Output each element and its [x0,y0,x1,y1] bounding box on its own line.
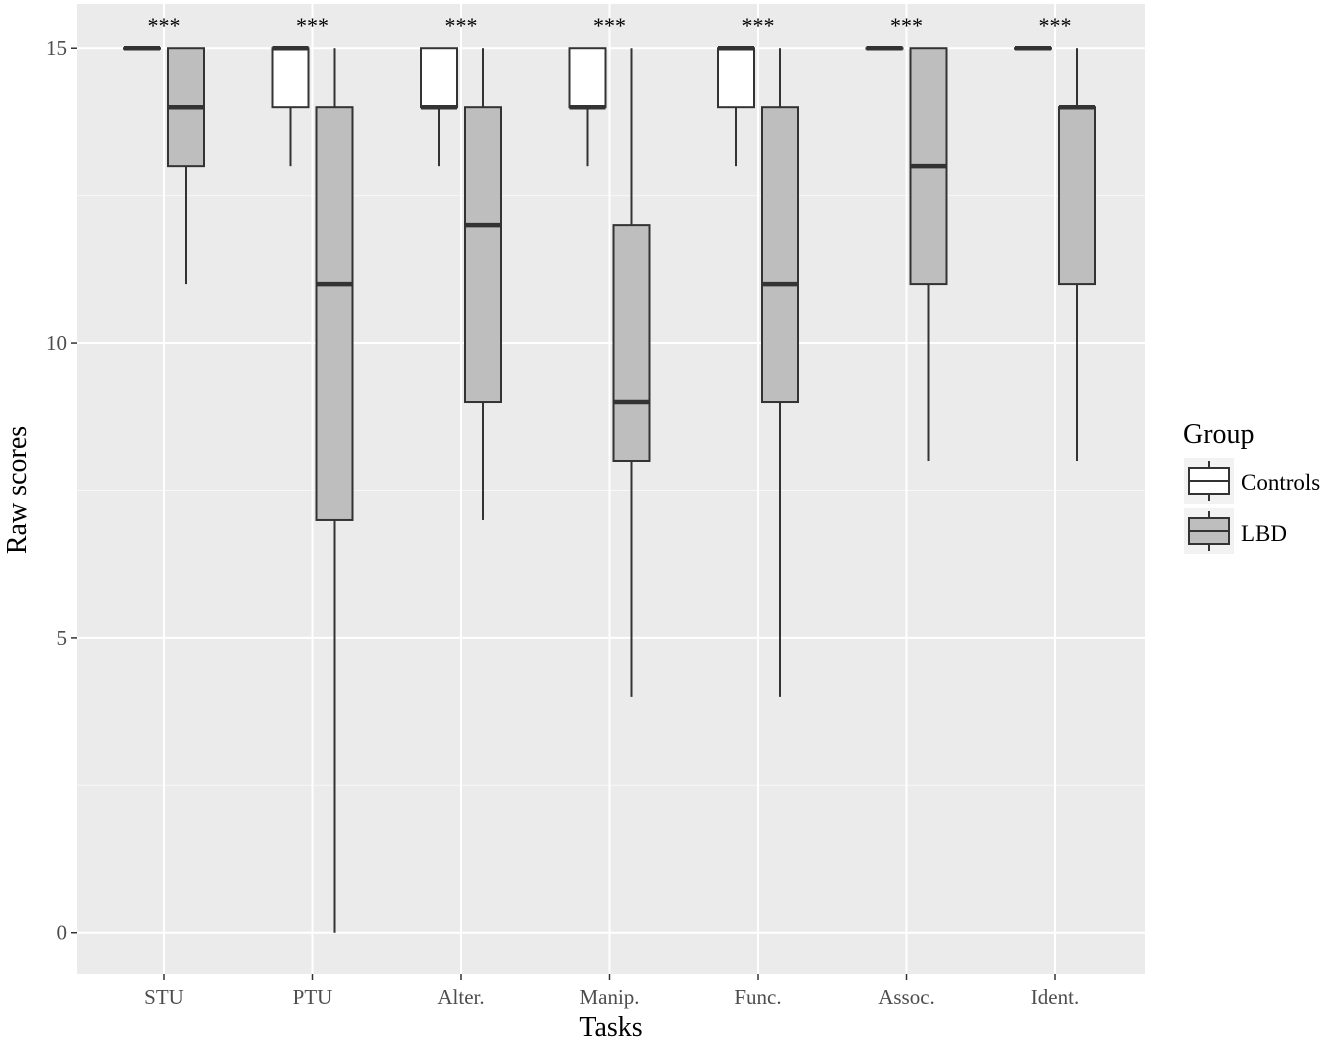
legend-title: Group [1183,419,1255,450]
box-controls-stu [123,45,161,51]
box-controls-assoc [865,45,904,51]
significance-marker: *** [742,13,775,38]
legend-label-lbd: LBD [1241,521,1287,546]
legend-key-lbd [1184,508,1234,554]
minor-gridlines [77,195,1145,786]
box-rect [717,47,755,109]
x-tick-label: STU [144,985,184,1009]
plot-panel [77,4,1145,974]
legend-label-controls: Controls [1241,470,1320,495]
y-axis-title: Raw scores [2,426,33,554]
box-rect [761,106,799,404]
box-rect [464,106,502,404]
x-axis: STU PTU Alter. Manip. Func. Assoc. Ident. [144,974,1079,1009]
box-rect [315,106,354,521]
box-controls-manip [568,47,607,167]
x-tick-label: Assoc. [878,985,935,1009]
box-series [123,45,1096,933]
significance-marker: *** [148,13,181,38]
significance-marker: *** [445,13,478,38]
y-tick-label: 5 [57,626,68,650]
box-rect [568,47,607,109]
significance-marker: *** [296,13,329,38]
box-lbd-ident [1058,48,1096,461]
legend: Group Controls LBD [1183,419,1320,554]
x-axis-title: Tasks [579,1012,642,1041]
box-lbd-ptu [315,48,354,933]
significance-marker: *** [1039,13,1072,38]
box-lbd-func [761,48,799,697]
y-axis: 0 5 10 15 [46,36,77,945]
box-lbd-stu [167,47,205,285]
x-tick-label: PTU [293,985,333,1009]
y-tick-label: 0 [57,921,68,945]
y-tick-label: 10 [46,331,67,355]
box-rect [612,224,651,462]
box-controls-ptu [271,45,310,167]
x-tick-label: Manip. [579,985,639,1009]
x-tick-label: Ident. [1031,985,1079,1009]
legend-keys [1184,458,1234,554]
x-tick-label: Func. [734,985,781,1009]
box-rect [1058,106,1096,286]
box-controls-func [717,45,755,167]
legend-key-controls [1184,458,1234,504]
box-controls-ident [1014,45,1052,51]
significance-marker: *** [890,13,923,38]
significance-annotations: *** *** *** *** *** *** *** [148,13,1072,38]
box-lbd-assoc [909,47,948,461]
box-controls-alter [420,47,458,167]
box-rect [271,47,310,109]
box-lbd-alter [464,48,502,520]
box-rect [420,47,458,109]
major-gridlines [77,4,1145,974]
significance-marker: *** [593,13,626,38]
y-tick-label: 15 [46,36,67,60]
box-lbd-manip [612,48,651,697]
x-tick-label: Alter. [437,985,484,1009]
